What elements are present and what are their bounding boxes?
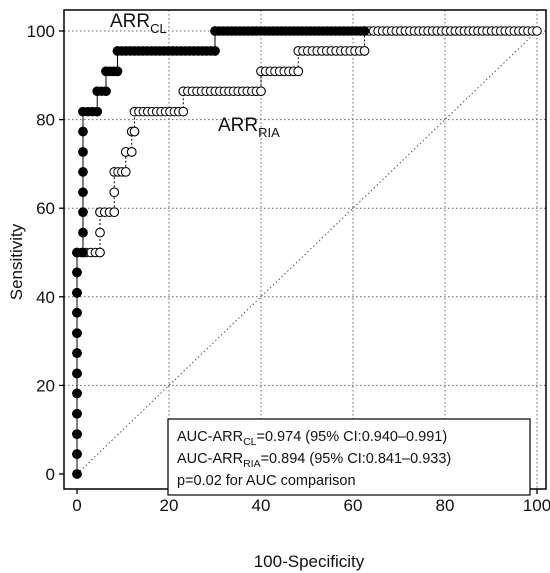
auc-arr-cl-text: AUC-ARRCL=0.974 (95% CI:0.940–0.991)	[177, 429, 447, 448]
series-label-arr-cl: ARRCL	[110, 11, 167, 36]
y-axis-label: Sensitivity	[7, 223, 26, 300]
data-point-filled	[101, 86, 111, 97]
gridlines	[64, 10, 546, 489]
auc-arr-ria-text: AUC-ARRRIA=0.894 (95% CI:0.841–0.933)	[177, 451, 451, 470]
data-point-filled	[72, 408, 82, 419]
data-point-filled	[78, 247, 88, 258]
data-point-open	[293, 66, 304, 77]
series-arr-ria	[72, 26, 542, 479]
y-tick-label: 0	[46, 465, 55, 484]
data-point-filled	[78, 167, 88, 177]
auc-arr-ria-post: =0.894 (95% CI:0.841–0.933)	[261, 451, 452, 467]
auc-arr-cl-sub: CL	[243, 436, 257, 448]
data-point-filled	[72, 429, 82, 439]
data-point-filled	[92, 106, 103, 117]
roc-curves	[72, 26, 542, 479]
data-point-open	[129, 126, 140, 137]
series-label-arr-ria-main: ARR	[218, 115, 258, 136]
data-point-filled	[78, 147, 88, 157]
series-label-arr-ria-sub: RIA	[258, 125, 280, 140]
series-arr-cl	[72, 26, 370, 479]
x-tick-label: 80	[436, 496, 455, 515]
x-tick-label: 0	[72, 496, 81, 515]
statistics-box: AUC-ARRCL=0.974 (95% CI:0.940–0.991) AUC…	[167, 418, 531, 496]
data-point-open	[178, 106, 189, 117]
y-tick-label: 60	[36, 199, 55, 218]
data-point-filled	[72, 348, 82, 358]
y-tick-label: 20	[36, 376, 55, 395]
p-value-text: p=0.02 for AUC comparison	[177, 473, 356, 489]
data-point-open	[256, 86, 266, 97]
data-point-filled	[78, 126, 88, 137]
data-point-open	[95, 247, 105, 258]
statistics-box-border	[167, 418, 531, 496]
data-point-filled	[78, 187, 88, 198]
y-tick-label: 100	[27, 22, 55, 41]
data-point-filled	[72, 288, 82, 298]
auc-arr-ria-pre: AUC-ARR	[177, 451, 243, 467]
auc-arr-ria-sub: RIA	[243, 458, 261, 470]
p-value-label: p=0.02 for AUC comparison	[177, 473, 356, 489]
data-point-open	[126, 147, 137, 157]
data-point-filled	[72, 267, 82, 278]
series-label-arr-cl-main: ARR	[110, 11, 150, 32]
data-point-open	[120, 167, 131, 177]
data-point-filled	[210, 46, 220, 56]
data-point-filled	[112, 66, 123, 77]
data-point-open	[109, 187, 120, 198]
data-point-filled	[72, 368, 82, 379]
x-tick-label: 20	[160, 496, 179, 515]
axis-ticks: 0 20 40 60 80 100 0 20 40 60 80 100	[27, 22, 550, 515]
data-point-open	[109, 207, 120, 217]
auc-arr-cl-post: =0.974 (95% CI:0.940–0.991)	[257, 429, 448, 445]
y-tick-label: 40	[36, 288, 55, 307]
plot-frame	[63, 9, 547, 490]
data-point-filled	[78, 227, 88, 238]
auc-arr-cl-pre: AUC-ARR	[177, 429, 243, 445]
data-point-filled	[72, 469, 82, 479]
series-label-arr-cl-sub: CL	[150, 21, 167, 36]
data-point-filled	[72, 449, 82, 459]
data-point-open	[95, 227, 105, 238]
data-point-filled	[72, 328, 82, 338]
x-axis-label: 100-Specificity	[254, 552, 365, 571]
step-line	[76, 30, 365, 474]
series-label-arr-ria: ARRRIA	[218, 115, 280, 140]
step-line	[76, 30, 537, 474]
data-point-open	[359, 46, 370, 56]
data-point-filled	[72, 307, 82, 318]
x-tick-label: 100	[523, 496, 550, 515]
data-point-filled	[72, 388, 82, 399]
reference-diagonal-line	[76, 30, 538, 475]
data-point-open	[532, 26, 542, 36]
data-point-filled	[359, 26, 370, 36]
x-tick-label: 60	[344, 496, 363, 515]
x-tick-label: 40	[252, 496, 271, 515]
y-tick-label: 80	[36, 111, 55, 130]
data-point-filled	[78, 207, 88, 217]
